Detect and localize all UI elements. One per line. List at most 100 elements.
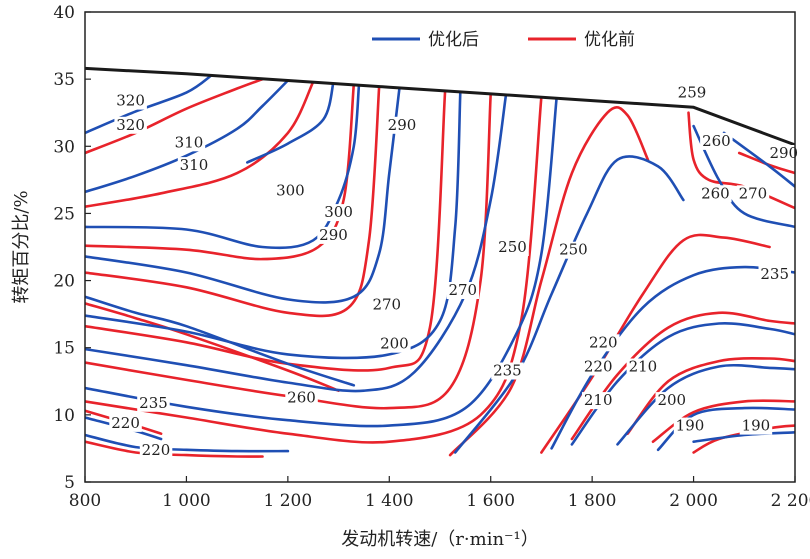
contour-line-after-14 <box>692 431 795 443</box>
contour-label-20: 235 <box>493 362 522 380</box>
contour-line-before-8 <box>448 105 650 457</box>
boundary-mask <box>85 12 795 145</box>
contour-line-before-10 <box>570 311 795 441</box>
contour-label-bg-28 <box>109 414 142 432</box>
contour-label-14: 260 <box>701 184 730 202</box>
contour-label-15: 270 <box>739 184 768 202</box>
contour-line-before-2 <box>85 80 315 208</box>
contour-line-before-11 <box>626 357 795 435</box>
legend: 优化后 优化前 <box>372 30 635 50</box>
contour-label-22: 220 <box>584 358 613 376</box>
contour-label-13: 290 <box>769 144 798 162</box>
contour-label-30: 190 <box>676 417 705 435</box>
contour-label-bg-22 <box>582 358 615 376</box>
contour-line-before-12 <box>651 399 795 443</box>
contour-labels: 320 320 310 310 300 300 290 290 270 270 259 260 290 2… <box>109 84 801 459</box>
contour-label-1: 320 <box>116 92 145 110</box>
contour-label-bg-19 <box>378 335 411 353</box>
contour-label-18: 235 <box>760 265 789 283</box>
contour-label-4: 310 <box>180 156 209 174</box>
contour-line-after-10 <box>550 265 795 450</box>
y-tick-label-4: 20 <box>53 272 75 292</box>
contour-label-bg-12 <box>700 132 733 150</box>
contour-label-31: 190 <box>742 417 771 435</box>
contour-label-bg-5 <box>274 182 307 200</box>
x-axis-title: 发动机转速/（r·min⁻¹） <box>341 529 539 550</box>
x-tick-label-3: 1 200 <box>264 491 313 511</box>
boundary-line <box>84 66 796 147</box>
contour-label-bg-7 <box>317 226 350 244</box>
y-tick-label-5: 25 <box>53 204 75 224</box>
x-tick-label-5: 1 600 <box>466 491 515 511</box>
contour-label-bg-2 <box>114 116 147 134</box>
contour-label-3: 310 <box>175 133 204 151</box>
x-tick-label-6: 1 800 <box>568 491 617 511</box>
contour-label-bg-8 <box>385 116 419 134</box>
contour-label-24: 210 <box>584 391 613 409</box>
contour-label-bg-31 <box>739 417 773 435</box>
contour-line-before-1 <box>85 77 264 155</box>
contour-label-26: 260 <box>287 388 316 406</box>
contour-label-7: 290 <box>319 226 348 244</box>
x-tick-label-4: 1 400 <box>365 491 414 511</box>
contour-line-after-2 <box>85 79 290 194</box>
contour-line-after-13 <box>656 406 795 452</box>
contour-label-bg-29 <box>139 441 173 459</box>
contour-line-before-18 <box>85 302 340 392</box>
contour-label-bg-14 <box>699 185 732 203</box>
contour-label-11: 259 <box>678 84 707 102</box>
y-tick-label-1: 5 <box>64 473 75 493</box>
contour-label-19: 200 <box>380 335 409 353</box>
legend-label-before: 优化前 <box>584 30 635 50</box>
contour-label-bg-10 <box>446 282 480 299</box>
contour-label-bg-18 <box>758 265 791 283</box>
contour-line-after-18 <box>85 433 290 453</box>
y-tick-label-6: 30 <box>53 137 75 157</box>
contour-label-bg-9 <box>370 296 403 314</box>
contour-label-9: 270 <box>372 296 401 314</box>
y-tick-label-7: 35 <box>53 70 75 90</box>
contour-line-before-4 <box>85 85 381 318</box>
contour-label-16: 250 <box>498 238 527 256</box>
contour-line-after-6 <box>85 91 462 360</box>
contour-line-after-7 <box>85 94 508 393</box>
contour-line-after-16 <box>722 131 795 188</box>
contour-line-before-5 <box>85 89 447 372</box>
contour-label-8: 290 <box>388 116 417 134</box>
contour-label-bg-15 <box>736 185 770 203</box>
contour-label-21: 220 <box>589 333 618 351</box>
contour-label-bg-23 <box>626 358 660 376</box>
contour-label-bg-27 <box>137 394 170 412</box>
contour-line-before-6 <box>85 92 492 410</box>
y-tick-label-3: 15 <box>53 339 75 359</box>
contour-label-bg-24 <box>582 392 615 410</box>
contour-label-10: 270 <box>448 281 477 299</box>
contour-line-before-17 <box>85 440 264 458</box>
plot-frame <box>84 11 796 483</box>
contour-label-25: 200 <box>657 391 686 409</box>
contour-label-bg-1 <box>114 92 147 110</box>
contour-label-bg-26 <box>285 389 318 407</box>
contour-label-23: 210 <box>629 358 658 376</box>
axes: 800 1 000 1 200 1 400 1 600 1 800 2 000 2 200 5 1… <box>53 3 810 511</box>
contour-label-bg-17 <box>557 241 590 259</box>
contour-label-6: 300 <box>324 203 353 221</box>
contour-line-after-19 <box>85 295 356 387</box>
contour-label-bg-13 <box>767 145 801 162</box>
contour-line-after-8 <box>85 96 558 428</box>
x-tick-label-8: 2 200 <box>771 491 810 511</box>
contour-line-before-7 <box>85 95 543 444</box>
x-tick-label-7: 2 000 <box>669 491 718 511</box>
contour-label-27: 235 <box>139 394 168 412</box>
contour-label-28: 220 <box>111 414 140 432</box>
contour-label-bg-20 <box>491 362 524 380</box>
contour-line-after-3 <box>246 80 335 164</box>
y-axis-title: 转矩百分比/% <box>11 190 32 303</box>
contour-line-after-12 <box>616 363 795 446</box>
contour-label-2: 320 <box>116 116 145 134</box>
y-tick-label-8: 40 <box>53 3 75 23</box>
contour-line-after-5 <box>85 87 401 304</box>
legend-label-after: 优化后 <box>428 30 479 50</box>
contour-label-bg-11 <box>675 84 709 102</box>
